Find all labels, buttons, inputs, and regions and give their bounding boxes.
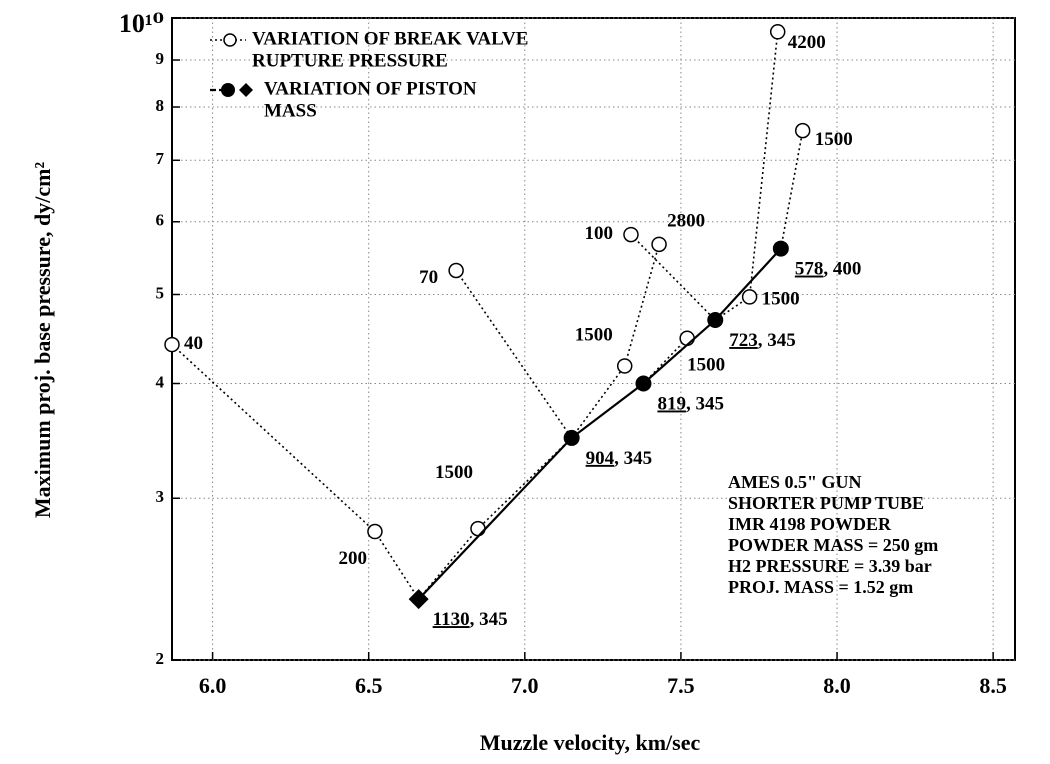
dotted-line: [630, 234, 716, 321]
label-number: 723: [729, 330, 758, 351]
x-tick-label: 8.5: [979, 673, 1007, 698]
annotation: AMES 0.5" GUN: [728, 472, 862, 492]
dotted-line: [714, 31, 779, 321]
y-tick-label: 5: [156, 283, 165, 302]
x-tick-label: 7.0: [511, 673, 539, 698]
x-tick-label: 6.0: [199, 673, 227, 698]
label-number: 1130: [433, 609, 470, 630]
open-marker: [679, 330, 695, 347]
label-suffix: , 345: [686, 394, 724, 415]
label-number: 819: [657, 394, 686, 415]
annotation: PROJ. MASS = 1.52 gm: [728, 577, 913, 597]
y-tick-label: 2: [156, 649, 165, 668]
y-axis-title: Maximum proj. base pressure, dy/cm²: [30, 162, 55, 519]
label-suffix: , 345: [614, 448, 652, 469]
point-label: 200: [338, 548, 367, 569]
dotted-line: [171, 343, 420, 600]
legend-marker: [239, 83, 253, 97]
point-label: 819, 345: [657, 394, 724, 415]
y-tick-label: 9: [156, 49, 165, 68]
legend-marker: [223, 33, 237, 47]
x-tick-label: 7.5: [667, 673, 695, 698]
filled-marker: [635, 375, 652, 392]
point-label: 70: [419, 267, 438, 288]
solid-line: [417, 247, 782, 600]
legend-label: RUPTURE PRESSURE: [252, 50, 448, 71]
legend-label: MASS: [264, 100, 317, 121]
y-tick-label: 7: [156, 149, 165, 168]
y-tick-label: 10¹⁰: [119, 9, 164, 38]
open-marker: [769, 24, 786, 40]
legend-label: VARIATION OF PISTON: [264, 78, 477, 99]
diamond-marker: [408, 589, 429, 610]
open-marker: [794, 122, 811, 139]
annotation: H2 PRESSURE = 3.39 bar: [728, 556, 932, 576]
legend-marker: [221, 83, 235, 97]
x-tick-label: 6.5: [355, 673, 383, 698]
y-tick-label: 3: [156, 487, 165, 506]
open-marker: [741, 289, 758, 305]
legend-label: VARIATION OF BREAK VALVE: [252, 28, 528, 49]
open-marker: [470, 520, 486, 537]
filled-marker: [707, 312, 724, 329]
label-suffix: , 400: [823, 259, 861, 280]
point-label: 2800: [667, 211, 705, 232]
label-number: 904: [586, 448, 615, 469]
open-marker: [623, 226, 639, 243]
annotation: SHORTER PUMP TUBE: [728, 493, 924, 513]
point-label: 1500: [762, 288, 800, 309]
open-marker: [448, 262, 464, 279]
point-label: 1500: [435, 462, 473, 483]
x-tick-label: 8.0: [823, 673, 851, 698]
y-tick-label: 8: [156, 96, 165, 115]
dotted-line: [455, 270, 573, 439]
point-label: 100: [584, 223, 613, 244]
point-label: 904, 345: [586, 448, 653, 469]
label-suffix: , 345: [758, 330, 796, 351]
annotation: IMR 4198 POWDER: [728, 514, 892, 534]
filled-marker: [563, 429, 580, 446]
point-label: 1500: [575, 324, 613, 345]
point-label: 1500: [815, 129, 853, 150]
point-label: 1500: [687, 355, 725, 376]
point-label: 40: [184, 333, 203, 354]
label-suffix: , 345: [470, 609, 508, 630]
point-label: 4200: [788, 32, 826, 53]
dotted-line: [418, 437, 573, 600]
dotted-line: [780, 130, 804, 249]
point-label: 1130, 345: [433, 609, 508, 630]
y-tick-label: 6: [156, 211, 165, 230]
open-marker: [616, 358, 633, 374]
x-axis-title: Muzzle velocity, km/sec: [480, 730, 701, 755]
y-tick-label: 4: [156, 372, 165, 391]
label-number: 578: [795, 259, 824, 280]
point-label: 723, 345: [729, 330, 796, 351]
annotation: POWDER MASS = 250 gm: [728, 535, 938, 555]
point-label: 578, 400: [795, 259, 862, 280]
open-marker: [651, 236, 667, 253]
open-marker: [164, 336, 180, 353]
filled-marker: [772, 240, 789, 257]
open-marker: [367, 523, 383, 540]
